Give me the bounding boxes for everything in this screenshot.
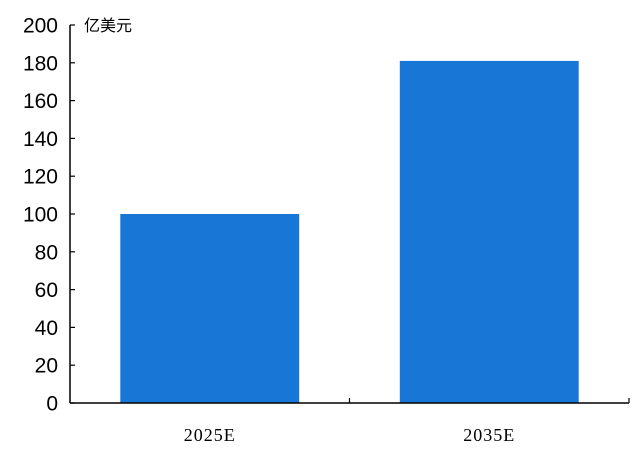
y-tick-label: 100 [23,204,58,227]
bar-2035E [399,60,579,404]
x-ticks-group: 2025E 2035E [184,398,630,445]
y-tick-label: 20 [35,355,58,378]
y-tick-label: 80 [35,241,58,264]
y-tick-label: 0 [46,393,58,416]
y-tick-label: 200 [23,15,58,38]
y-tick-label: 40 [35,317,58,340]
y-tick-label: 120 [23,166,58,189]
y-tick-label: 140 [23,128,58,151]
x-tick-label: 2025E [184,425,236,445]
y-tick-label: 180 [23,52,58,75]
y-tick-label: 60 [35,279,58,302]
bar-2025E [120,214,300,403]
bars-group [120,60,579,404]
x-tick-label: 2035E [463,425,515,445]
y-ticks-group: 0 20 40 60 80 100 120 140 160 180 200 [23,15,75,416]
y-axis-unit-label: 亿美元 [84,16,132,35]
y-tick-label: 160 [23,90,58,113]
